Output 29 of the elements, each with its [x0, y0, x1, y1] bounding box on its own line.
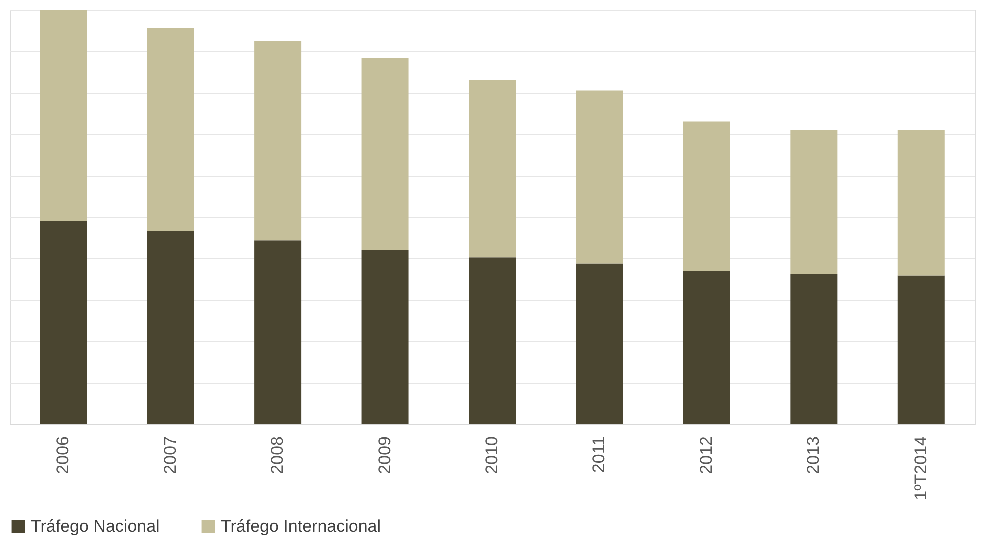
bar	[576, 264, 624, 424]
bar	[147, 231, 194, 424]
x-tick-label: 2009	[375, 436, 394, 474]
bar	[254, 240, 302, 424]
bar	[40, 10, 88, 222]
x-tick-label: 2013	[804, 436, 824, 474]
x-tick-label: 2007	[160, 436, 180, 474]
bar	[40, 221, 88, 424]
bar	[683, 271, 730, 424]
x-tick-label: 2006	[54, 436, 73, 474]
bar	[469, 80, 516, 258]
x-tick-label: 2011	[590, 436, 609, 474]
x-tick-label: 1ºT2014	[911, 436, 930, 500]
x-tick-label: 2012	[696, 436, 716, 474]
bar	[683, 122, 730, 272]
bar	[790, 130, 838, 275]
bar	[790, 274, 838, 424]
bar	[469, 258, 516, 424]
bar	[898, 130, 945, 276]
x-tick-label: 2010	[482, 436, 502, 474]
legend-label: Tráfego Nacional	[31, 516, 160, 536]
bar	[898, 276, 945, 424]
x-tick-label: 2008	[268, 436, 288, 474]
bar	[362, 58, 409, 250]
bar	[147, 28, 194, 232]
bar	[254, 41, 302, 241]
legend-label: Tráfego Internacional	[221, 516, 382, 536]
bar	[576, 90, 624, 264]
bar	[362, 250, 409, 424]
